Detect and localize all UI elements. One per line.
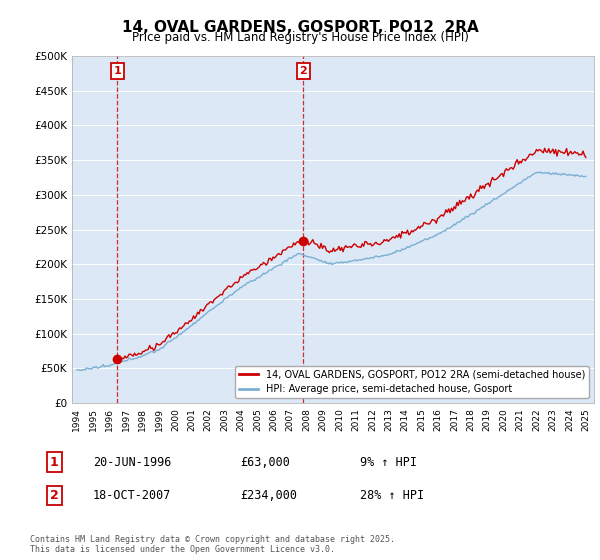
Text: 28% ↑ HPI: 28% ↑ HPI (360, 489, 424, 502)
Text: 18-OCT-2007: 18-OCT-2007 (93, 489, 172, 502)
Text: 1: 1 (113, 66, 121, 76)
Text: Price paid vs. HM Land Registry's House Price Index (HPI): Price paid vs. HM Land Registry's House … (131, 31, 469, 44)
Text: 1: 1 (50, 455, 58, 469)
Text: £234,000: £234,000 (240, 489, 297, 502)
Text: Contains HM Land Registry data © Crown copyright and database right 2025.
This d: Contains HM Land Registry data © Crown c… (30, 535, 395, 554)
Text: 20-JUN-1996: 20-JUN-1996 (93, 455, 172, 469)
Text: £63,000: £63,000 (240, 455, 290, 469)
Text: 14, OVAL GARDENS, GOSPORT, PO12  2RA: 14, OVAL GARDENS, GOSPORT, PO12 2RA (122, 20, 478, 35)
Text: 2: 2 (50, 489, 58, 502)
Text: 2: 2 (299, 66, 307, 76)
Legend: 14, OVAL GARDENS, GOSPORT, PO12 2RA (semi-detached house), HPI: Average price, s: 14, OVAL GARDENS, GOSPORT, PO12 2RA (sem… (235, 366, 589, 398)
Text: 9% ↑ HPI: 9% ↑ HPI (360, 455, 417, 469)
